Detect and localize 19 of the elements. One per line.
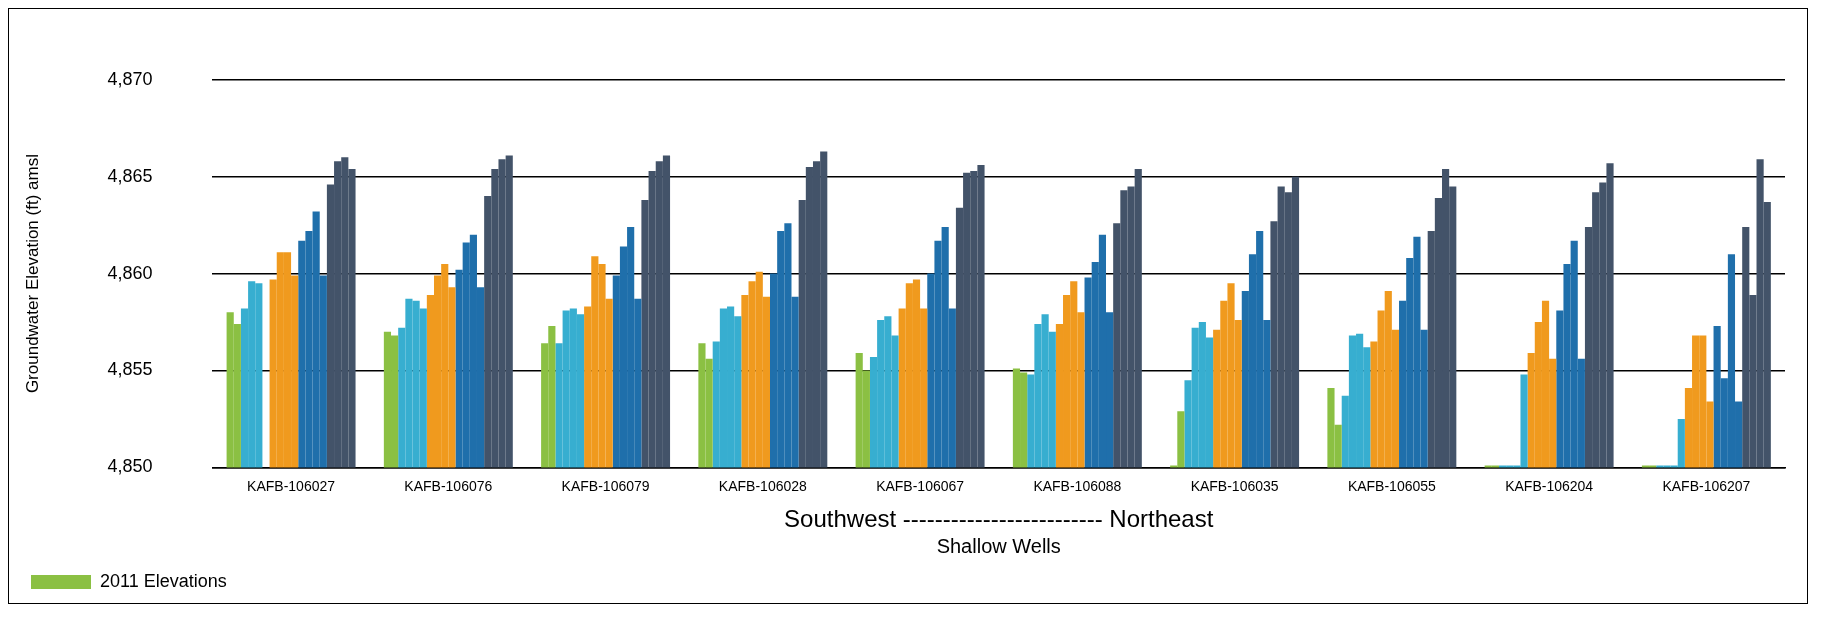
legend-label: 2011 Elevations (100, 570, 227, 591)
x-tick-label: KAFB-106076 (404, 477, 493, 494)
x-tick-label: KAFB-106027 (247, 477, 336, 494)
x-tick-label: KAFB-106088 (1033, 477, 1122, 494)
y-axis-title: Groundwater Elevation (ft) amsl (22, 154, 42, 394)
x-tick-label: KAFB-106035 (1190, 477, 1279, 494)
x-tick-label: KAFB-106028 (718, 477, 808, 494)
text: Shallow Wells (936, 534, 1061, 557)
x-tick-label: KAFB-106079 (561, 477, 650, 494)
y-tick-label: 4,850 (107, 456, 153, 477)
x-axis-title: Southwest ------------------------- Northeast (784, 505, 1214, 533)
x-tick-label: KAFB-106207 (1662, 477, 1751, 494)
y-tick-label: 4,855 (107, 359, 153, 380)
y-tick-label: 4,870 (107, 68, 153, 89)
y-tick-label: 4,860 (107, 262, 153, 283)
x-tick-label: KAFB-106204 (1505, 477, 1594, 494)
x-tick-label: KAFB-106067 (876, 477, 965, 494)
y-tick-label: 4,865 (107, 165, 153, 186)
x-tick-label: KAFB-106055 (1347, 477, 1437, 494)
